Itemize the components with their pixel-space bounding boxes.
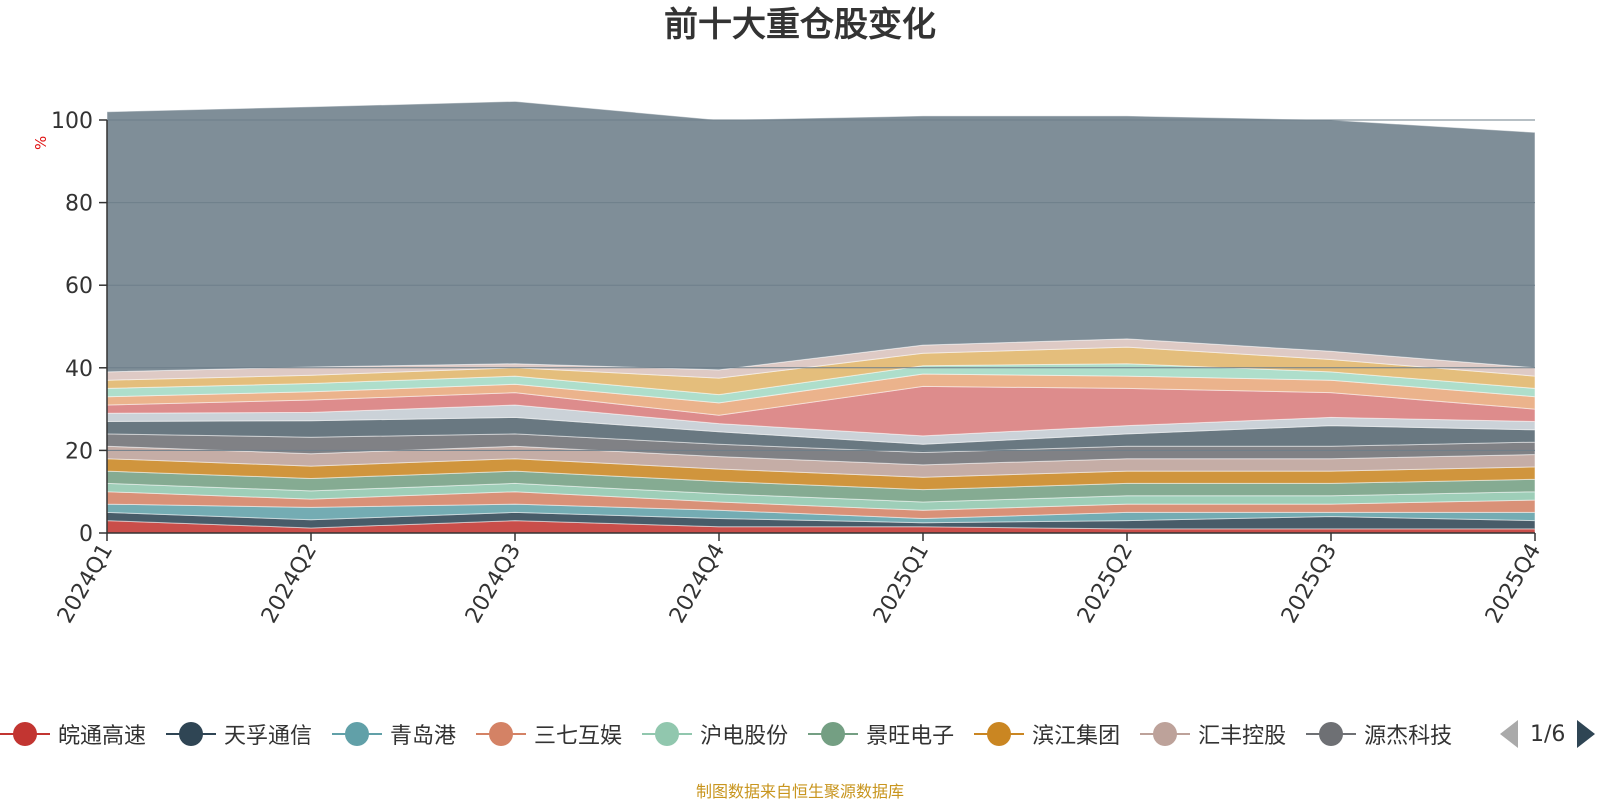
legend-marker-icon [1306, 721, 1357, 747]
legend-marker-icon [642, 721, 693, 747]
x-tick-label-3: 2024Q4 [665, 540, 730, 628]
legend-viewport: 皖通高速 天孚通信 青岛港 三七互娱 沪电股份 景旺电子 滨江集团 汇丰控股 源杰科技 [0, 712, 1482, 756]
legend-marker-icon [332, 721, 383, 747]
legend-item-label: 三七互娱 [534, 724, 623, 749]
legend-marker-icon [808, 721, 859, 747]
y-tick-label-3: 60 [65, 274, 93, 299]
legend-item-3[interactable]: 三七互娱 [476, 718, 622, 750]
x-tick-label-1: 2024Q2 [257, 540, 322, 628]
legend-marker-icon [0, 721, 50, 747]
legend-marker-icon [476, 721, 527, 747]
data-source-note: 制图数据来自恒生聚源数据库 [695, 782, 904, 801]
legend-marker-dot [655, 722, 680, 746]
legend-item-label: 天孚通信 [224, 724, 313, 749]
legend-item-5[interactable]: 景旺电子 [808, 718, 954, 750]
legend-marker-dot [1319, 722, 1344, 746]
legend-item-2[interactable]: 青岛港 [332, 718, 456, 750]
y-tick-label-1: 20 [65, 439, 93, 464]
legend-marker-dot [13, 722, 37, 746]
legend: 皖通高速 天孚通信 青岛港 三七互娱 沪电股份 景旺电子 滨江集团 汇丰控股 源杰科技 1/6 [0, 712, 1600, 756]
legend-item-label: 源杰科技 [1364, 724, 1453, 749]
legend-item-label: 汇丰控股 [1198, 724, 1287, 749]
legend-marker-dot [1153, 722, 1178, 746]
x-tick-label-5: 2025Q2 [1073, 540, 1138, 628]
legend-item-4[interactable]: 沪电股份 [642, 718, 788, 750]
y-tick-label-5: 100 [51, 109, 93, 134]
y-tick-label-0: 0 [79, 522, 93, 547]
legend-marker-dot [489, 722, 514, 746]
legend-row: 皖通高速 天孚通信 青岛港 三七互娱 沪电股份 景旺电子 滨江集团 汇丰控股 源杰科技 [0, 712, 1472, 756]
legend-item-label: 青岛港 [390, 724, 457, 749]
series-areas [106, 100, 1536, 534]
x-tick-label-7: 2025Q4 [1481, 540, 1546, 628]
x-tick-label-6: 2025Q3 [1277, 540, 1342, 628]
legend-marker-dot [821, 722, 846, 746]
legend-item-8[interactable]: 源杰科技 [1306, 718, 1452, 750]
legend-item-0[interactable]: 皖通高速 [0, 718, 146, 750]
legend-prev-page-icon[interactable] [1500, 720, 1518, 748]
legend-pager: 1/6 [1500, 712, 1596, 756]
legend-marker-icon [1140, 721, 1191, 747]
legend-marker-dot [179, 722, 204, 746]
legend-marker-dot [987, 722, 1012, 746]
x-tick-label-4: 2025Q1 [869, 540, 934, 628]
y-tick-label-2: 40 [65, 357, 93, 382]
legend-item-label: 景旺电子 [866, 724, 955, 749]
legend-item-label: 滨江集团 [1032, 724, 1121, 749]
stacked-area-chart: 0 20 40 60 80 100 2024Q1 2024Q2 2024Q3 2024Q4 2025… [51, 100, 1546, 628]
legend-marker-icon [166, 721, 217, 747]
legend-item-label: 皖通高速 [58, 724, 147, 749]
legend-next-page-icon[interactable] [1577, 720, 1596, 748]
legend-page-indicator: 1/6 [1530, 721, 1566, 747]
x-tick-label-2: 2024Q3 [461, 540, 526, 628]
chart-title: 前十大重仓股变化 [664, 5, 936, 45]
legend-marker-icon [974, 721, 1025, 747]
legend-item-7[interactable]: 汇丰控股 [1140, 718, 1286, 750]
y-tick-label-4: 80 [65, 192, 93, 217]
legend-item-label: 沪电股份 [700, 724, 789, 749]
legend-item-1[interactable]: 天孚通信 [166, 718, 312, 750]
legend-item-6[interactable]: 滨江集团 [974, 718, 1120, 750]
grid-lines [107, 119, 1535, 451]
legend-marker-dot [345, 722, 370, 746]
area-series-16[interactable] [106, 100, 1536, 373]
x-tick-label-0: 2024Q1 [53, 540, 118, 628]
